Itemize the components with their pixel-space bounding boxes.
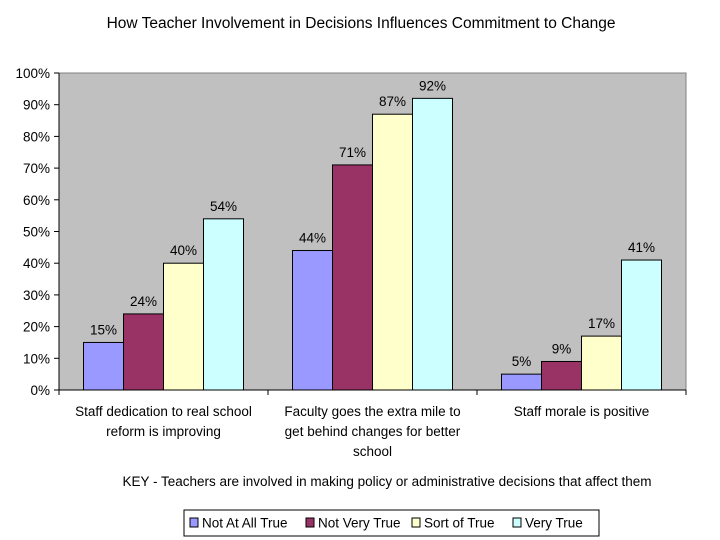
data-label: 17% — [588, 316, 615, 331]
bar — [123, 313, 164, 391]
y-tick-label: 10% — [23, 351, 50, 366]
bar — [332, 164, 373, 391]
y-tick-label: 80% — [23, 129, 50, 144]
y-tick-label: 50% — [23, 225, 50, 240]
legend: Not At All True Not Very True Sort of True… — [183, 509, 600, 537]
x-category-label: Staff morale is positive — [514, 404, 650, 419]
legend-box — [183, 509, 600, 537]
data-label: 54% — [210, 199, 237, 214]
bars — [83, 97, 662, 391]
bar — [541, 360, 582, 391]
y-tick-label: 90% — [23, 98, 50, 113]
y-tick-label: 0% — [30, 383, 50, 398]
legend-item: Not At All True — [189, 516, 288, 531]
data-label: 24% — [130, 294, 157, 309]
legend-item: Sort of True — [411, 516, 495, 531]
y-tick-label: 100% — [15, 66, 50, 81]
data-label: 44% — [299, 231, 326, 246]
y-axis: 0% 10% 20% 30% 40% 50% 60% 70% 80% 90% 100% — [15, 66, 60, 398]
bar — [621, 259, 662, 391]
data-label: 87% — [379, 94, 406, 109]
legend-swatch — [305, 517, 315, 528]
legend-item: Very True — [512, 516, 583, 531]
y-tick-label: 20% — [23, 320, 50, 335]
data-label: 40% — [170, 243, 197, 258]
data-label: 71% — [339, 145, 366, 160]
x-category-label: Faculty goes the extra mile to get behind… — [284, 404, 460, 459]
bar — [83, 341, 124, 391]
bar — [372, 113, 413, 391]
key-note: KEY - Teachers are involved in making po… — [122, 474, 651, 489]
data-labels: 15% 24% 40% 54% 44% 71% 87% 92% 5% 9% 17% 41% — [90, 78, 655, 369]
y-tick-label: 70% — [23, 161, 50, 176]
y-tick-label: 30% — [23, 288, 50, 303]
legend-swatch — [189, 517, 199, 528]
bar — [581, 335, 622, 391]
data-label: 9% — [552, 341, 572, 356]
y-tick-label: 60% — [23, 193, 50, 208]
legend-label: Not Very True — [318, 516, 401, 531]
legend-label: Not At All True — [202, 516, 288, 531]
bar — [412, 97, 453, 391]
bar — [203, 218, 244, 391]
data-label: 15% — [90, 322, 117, 337]
bar — [501, 373, 542, 391]
chart-title: How Teacher Involvement in Decisions Inf… — [107, 15, 616, 32]
bar — [163, 262, 204, 391]
legend-item: Not Very True — [305, 516, 401, 531]
legend-label: Very True — [525, 516, 583, 531]
y-tick-label: 40% — [23, 256, 50, 271]
data-label: 5% — [512, 354, 532, 369]
legend-swatch — [411, 517, 421, 528]
legend-label: Sort of True — [424, 516, 495, 531]
bar — [292, 250, 333, 391]
data-label: 41% — [628, 240, 655, 255]
data-label: 92% — [419, 78, 446, 93]
x-axis: Staff dedication to real school reform is… — [58, 389, 687, 459]
legend-swatch — [512, 517, 522, 528]
x-category-label: Staff dedication to real school reform is… — [75, 404, 252, 439]
